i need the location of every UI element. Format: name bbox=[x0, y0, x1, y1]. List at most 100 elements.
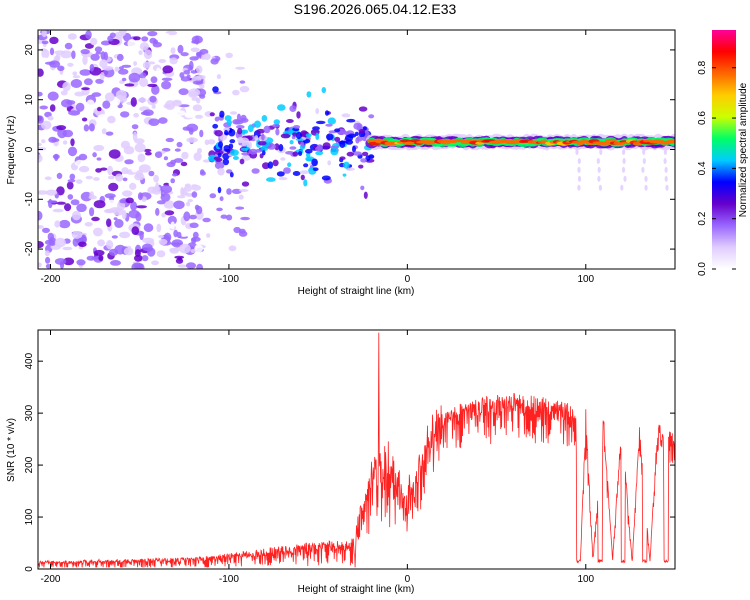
noise-blob bbox=[226, 214, 233, 221]
noise-blob bbox=[178, 243, 191, 254]
noise-blob bbox=[150, 76, 158, 84]
noise-blob bbox=[114, 244, 126, 255]
onset-blob bbox=[275, 128, 280, 136]
noise-blob bbox=[91, 92, 102, 97]
noise-blob bbox=[158, 234, 165, 239]
noise-blob bbox=[121, 262, 129, 269]
noise-blob bbox=[75, 102, 85, 112]
onset-blob bbox=[254, 120, 261, 128]
noise-blob bbox=[123, 247, 134, 256]
noise-blob bbox=[177, 264, 187, 268]
noise-blob bbox=[143, 223, 154, 233]
noise-blob bbox=[38, 68, 44, 77]
noise-blob bbox=[74, 159, 87, 167]
noise-blob bbox=[143, 49, 153, 60]
noise-blob bbox=[228, 245, 237, 252]
colorbar-tick-label: 0.6 bbox=[697, 111, 708, 125]
onset-blob bbox=[262, 150, 266, 156]
y-tick-label: 10 bbox=[24, 94, 35, 106]
onset-blob bbox=[292, 132, 298, 137]
noise-blob bbox=[216, 207, 223, 212]
onset-blob bbox=[363, 191, 368, 199]
noise-blob bbox=[183, 70, 191, 75]
noise-blob bbox=[57, 128, 67, 139]
noise-blob bbox=[239, 80, 246, 84]
noise-blob bbox=[190, 70, 198, 74]
noise-blob bbox=[165, 137, 174, 143]
noise-blob bbox=[44, 250, 50, 257]
onset-blob bbox=[346, 118, 356, 123]
noise-blob bbox=[238, 230, 248, 237]
noise-blob bbox=[54, 220, 61, 228]
tone-streak bbox=[622, 158, 626, 164]
noise-blob bbox=[106, 199, 117, 205]
onset-blob bbox=[260, 146, 269, 152]
tone-streak bbox=[644, 184, 648, 191]
noise-blob bbox=[82, 55, 88, 66]
onset-blob bbox=[356, 135, 363, 142]
noise-blob bbox=[81, 87, 90, 91]
noise-blob bbox=[128, 72, 141, 83]
noise-blob bbox=[78, 165, 90, 173]
onset-blob bbox=[208, 154, 217, 162]
noise-blob bbox=[128, 209, 140, 219]
noise-blob bbox=[199, 84, 205, 89]
onset-blob bbox=[360, 185, 365, 191]
noise-blob bbox=[180, 52, 189, 57]
colorbar-tick-label: 0.0 bbox=[697, 262, 708, 276]
noise-blob bbox=[115, 97, 121, 106]
noise-blob bbox=[80, 49, 90, 55]
noise-blob bbox=[107, 35, 114, 42]
noise-blob bbox=[47, 91, 59, 101]
noise-blob bbox=[199, 129, 204, 138]
noise-blob bbox=[238, 194, 244, 200]
noise-blob bbox=[54, 258, 67, 265]
noise-blob bbox=[85, 175, 94, 180]
noise-blob bbox=[124, 159, 134, 165]
noise-blob bbox=[122, 190, 133, 197]
onset-blob bbox=[341, 113, 351, 118]
noise-blob bbox=[118, 68, 129, 75]
noise-blob bbox=[156, 250, 166, 258]
onset-blob bbox=[241, 152, 250, 156]
noise-blob bbox=[70, 199, 80, 206]
y-tick-label: 400 bbox=[24, 352, 35, 369]
noise-blob bbox=[138, 50, 143, 55]
noise-blob bbox=[191, 40, 200, 44]
x-tick-label: -100 bbox=[219, 574, 239, 585]
noise-blob bbox=[175, 110, 186, 116]
onset-blob bbox=[248, 148, 258, 155]
noise-blob bbox=[104, 92, 115, 102]
noise-blob bbox=[102, 100, 111, 109]
y-tick-label: 300 bbox=[24, 404, 35, 421]
noise-blob bbox=[137, 192, 143, 201]
noise-blob bbox=[196, 97, 201, 104]
noise-blob bbox=[116, 53, 124, 62]
tone-streak bbox=[620, 184, 624, 191]
onset-blob bbox=[267, 161, 274, 169]
noise-blob bbox=[54, 153, 59, 161]
onset-blob bbox=[251, 168, 260, 174]
noise-blob bbox=[193, 91, 199, 96]
onset-blob bbox=[344, 134, 354, 142]
tone-streak bbox=[664, 166, 668, 173]
noise-blob bbox=[63, 257, 75, 266]
tone-streak bbox=[577, 175, 582, 182]
tone-streak bbox=[597, 166, 601, 173]
noise-blob bbox=[107, 115, 116, 124]
noise-blob bbox=[216, 74, 221, 80]
noise-blob bbox=[171, 239, 183, 248]
onset-blob bbox=[292, 171, 301, 176]
noise-blob bbox=[71, 50, 76, 59]
onset-blob bbox=[229, 139, 236, 144]
noise-blob bbox=[83, 78, 93, 86]
noise-blob bbox=[85, 30, 92, 39]
onset-blob bbox=[283, 167, 291, 174]
onset-blob bbox=[240, 147, 249, 151]
noise-blob bbox=[155, 67, 161, 76]
noise-blob bbox=[89, 64, 95, 72]
onset-blob bbox=[312, 167, 319, 171]
noise-blob bbox=[41, 120, 52, 130]
noise-blob bbox=[207, 139, 216, 145]
top-y-axis-title: Frequency (Hz) bbox=[6, 116, 17, 185]
